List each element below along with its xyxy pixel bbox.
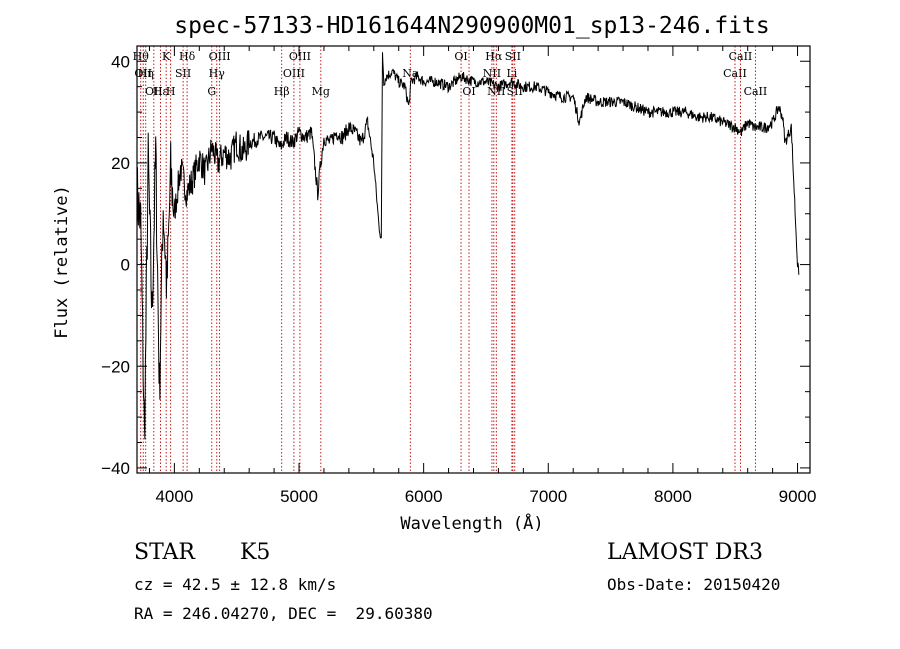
- x-tick-label: 7000: [529, 487, 567, 506]
- plot-frame: [136, 45, 811, 474]
- spectral-line-label: CaII: [723, 67, 747, 80]
- spectral-line-label: CaII: [729, 50, 753, 63]
- spectral-line-label: OII: [145, 85, 163, 98]
- spectral-line-label: OI: [454, 50, 467, 63]
- spectral-line-label: SII: [175, 67, 191, 80]
- spectral-line-label: K: [162, 50, 171, 63]
- spectral-line-label: Hα: [485, 50, 503, 63]
- x-tick-label: 4000: [155, 487, 193, 506]
- spectral-line-label: NII: [483, 67, 501, 80]
- y-tick-label: 0: [121, 256, 130, 275]
- x-tick-label: 5000: [280, 487, 318, 506]
- y-tick-label: 40: [111, 52, 130, 71]
- y-tick-label: −40: [101, 459, 130, 478]
- spectral-line-label: H: [166, 85, 176, 98]
- y-tick-label: −20: [101, 357, 130, 376]
- spectral-line-label: Li: [506, 67, 517, 80]
- spectral-line-label: OII: [134, 67, 152, 80]
- y-axis-label: Flux (relative): [52, 185, 72, 339]
- chart-title: spec-57133-HD161644N290900M01_sp13-246.f…: [174, 13, 769, 39]
- object-subclass: K5: [240, 540, 271, 565]
- spectral-line-label: SII: [507, 85, 523, 98]
- coordinates-text: RA = 246.04270, DEC = 29.60380: [134, 604, 433, 623]
- spectral-line-label: G: [207, 85, 216, 98]
- x-tick-label: 6000: [405, 487, 443, 506]
- y-tick-label: 20: [111, 154, 130, 173]
- spectral-line-label: OIII: [289, 50, 311, 63]
- x-axis-label: Wavelength (Å): [400, 512, 543, 534]
- spectral-line-label: OIII: [209, 50, 231, 63]
- spectral-line-label: Mg: [312, 85, 330, 98]
- spectrum-chart: spec-57133-HD161644N290900M01_sp13-246.f…: [52, 13, 817, 534]
- spectral-line-label: Hε: [153, 85, 169, 98]
- spectral-line-label: Hη: [138, 67, 154, 80]
- redshift-text: cz = 42.5 ± 12.8 km/s: [134, 575, 337, 594]
- object-class: STAR: [134, 540, 195, 565]
- spectral-line-label: NII: [487, 85, 505, 98]
- survey-name: LAMOST DR3: [607, 540, 763, 565]
- spectral-line-label: OI: [462, 85, 475, 98]
- spectral-line-label: SII: [505, 50, 521, 63]
- spectral-line-label: Hδ: [179, 50, 196, 63]
- spectral-line-label: Hγ: [209, 67, 226, 80]
- x-tick-label: 9000: [779, 487, 817, 506]
- spectral-line-label: CaII: [744, 85, 768, 98]
- spectral-line-label: OIII: [283, 67, 305, 80]
- spectrum-line: [136, 52, 800, 440]
- x-tick-label: 8000: [654, 487, 692, 506]
- spectral-line-label: Hβ: [274, 85, 290, 98]
- obs-date-text: Obs-Date: 20150420: [607, 575, 781, 594]
